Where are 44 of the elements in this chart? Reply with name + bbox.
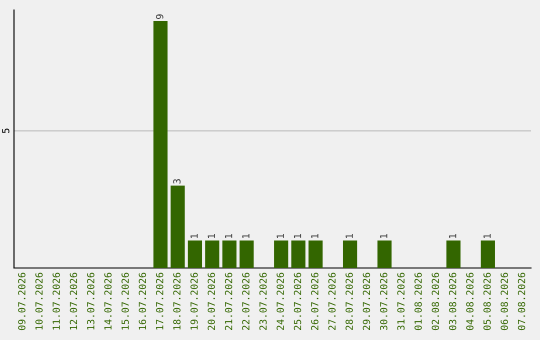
x-tick-label: 24.07.2026 — [276, 272, 284, 330]
y-tick-label: 5 — [2, 128, 10, 134]
data-label: 1 — [380, 234, 388, 238]
x-tick-label: 19.07.2026 — [190, 272, 198, 330]
data-label: 9 — [156, 14, 164, 19]
data-label: 3 — [173, 179, 181, 184]
x-tick-label: 26.07.2026 — [311, 272, 318, 330]
data-label: 1 — [346, 234, 353, 238]
x-tick-label: 01.08.2026 — [414, 272, 422, 330]
data-label: 1 — [242, 234, 250, 238]
x-tick-label: 25.07.2026 — [294, 272, 302, 330]
x-tick-label: 14.07.2026 — [104, 272, 112, 330]
x-tick-label: 29.07.2026 — [362, 272, 370, 330]
x-tick-label: 16.07.2026 — [138, 272, 146, 330]
data-label: 1 — [294, 234, 302, 238]
data-label: 1 — [208, 234, 215, 238]
x-tick-label: 17.07.2026 — [156, 272, 164, 330]
x-tick-label: 10.07.2026 — [35, 272, 43, 330]
data-label: 1 — [225, 234, 232, 238]
x-tick-label: 28.07.2026 — [346, 272, 353, 330]
data-label: 1 — [311, 234, 318, 238]
x-tick-label: 06.08.2026 — [500, 272, 508, 330]
x-tick-label: 11.07.2026 — [52, 272, 60, 330]
x-tick-label: 09.07.2026 — [18, 272, 26, 330]
x-tick-label: 12.07.2026 — [70, 272, 78, 330]
x-tick-label: 30.07.2026 — [380, 272, 388, 330]
x-tick-label: 31.07.2026 — [397, 272, 405, 330]
x-tick-label: 07.08.2026 — [518, 272, 526, 330]
data-label: 1 — [190, 234, 198, 238]
x-tick-label: 13.07.2026 — [87, 272, 94, 330]
x-tick-label: 04.08.2026 — [466, 272, 474, 330]
x-tick-label: 15.07.2026 — [122, 272, 129, 330]
x-tick-label: 22.07.2026 — [242, 272, 250, 330]
x-tick-label: 02.08.2026 — [432, 272, 440, 330]
data-label: 1 — [484, 234, 491, 238]
x-tick-label: 27.07.2026 — [328, 272, 336, 330]
x-tick-label: 18.07.2026 — [173, 272, 181, 330]
x-tick-label: 20.07.2026 — [208, 272, 216, 330]
data-label: 1 — [276, 234, 284, 238]
data-label: 1 — [449, 234, 456, 238]
x-tick-label: 23.07.2026 — [259, 272, 267, 330]
x-tick-label: 21.07.2026 — [224, 272, 232, 330]
x-tick-label: 05.08.2026 — [483, 272, 491, 330]
x-tick-label: 03.08.2026 — [448, 272, 456, 330]
